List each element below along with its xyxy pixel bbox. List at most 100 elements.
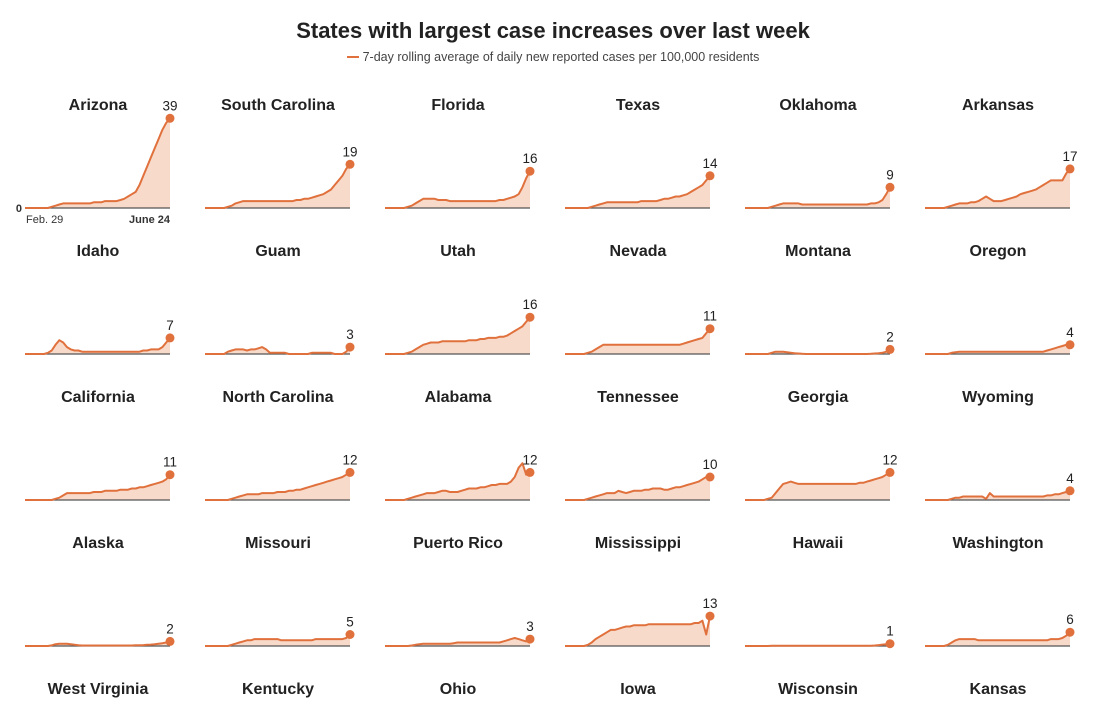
end-point-dot	[165, 333, 175, 343]
panel-title-georgia: Georgia	[787, 389, 849, 406]
panel-title-oregon: Oregon	[969, 243, 1027, 260]
rolling-average-line	[385, 637, 531, 647]
end-value-label: 12	[342, 452, 357, 467]
end-value-label: 11	[163, 455, 177, 470]
daily-cases-area	[385, 463, 530, 500]
panel-chart-arizona: 39 0 Feb. 29 June 24	[16, 98, 178, 226]
panel-chart-california: 11	[25, 455, 177, 501]
end-point-dot	[345, 630, 355, 639]
end-value-label: 7	[166, 318, 174, 333]
legend-label: 7-day rolling average of daily new repor…	[362, 50, 760, 64]
panel-title-wyoming: Wyoming	[962, 389, 1034, 406]
daily-cases-area	[745, 349, 890, 354]
panel-title-puerto-rico: Puerto Rico	[413, 535, 503, 552]
panel-title-tennessee: Tennessee	[597, 389, 679, 406]
daily-cases-area	[745, 472, 890, 500]
end-value-label: 14	[702, 156, 718, 171]
panel-title-oklahoma: Oklahoma	[779, 97, 857, 114]
end-value-label: 2	[166, 621, 174, 636]
panel-title-guam: Guam	[255, 243, 301, 260]
end-point-dot	[705, 611, 715, 621]
panel-chart-washington: 6	[925, 612, 1075, 647]
daily-cases-area	[25, 474, 170, 500]
x-end-label: June 24	[129, 214, 171, 226]
daily-cases-area	[385, 171, 530, 208]
rolling-average-line	[25, 474, 171, 501]
panel-title-north-carolina: North Carolina	[222, 389, 334, 406]
daily-cases-area	[565, 616, 710, 646]
rolling-average-line	[385, 170, 531, 209]
daily-cases-area	[205, 347, 350, 354]
panel-title-missouri: Missouri	[245, 535, 311, 552]
end-point-dot	[345, 467, 355, 477]
daily-cases-area	[565, 175, 710, 208]
panel-title-south-carolina: South Carolina	[221, 97, 335, 114]
end-value-label: 4	[1066, 325, 1074, 340]
end-value-label: 9	[886, 167, 894, 182]
daily-cases-area	[25, 118, 170, 208]
panel-title-texas: Texas	[615, 97, 661, 114]
end-point-dot	[1065, 164, 1075, 174]
rolling-average-line	[205, 633, 351, 647]
daily-cases-area	[745, 187, 890, 208]
panel-chart-missouri: 5	[205, 615, 355, 647]
y-zero-label: 0	[16, 203, 22, 215]
daily-cases-area	[565, 328, 710, 354]
x-start-label: Feb. 29	[26, 214, 63, 226]
panel-chart-alaska: 2	[25, 621, 175, 647]
end-point-dot	[885, 639, 895, 649]
panel-chart-texas: 14	[565, 156, 718, 209]
panel-chart-nevada: 11	[565, 309, 717, 355]
rolling-average-line	[745, 471, 891, 501]
end-point-dot	[705, 171, 715, 181]
rolling-average-line	[925, 631, 1071, 647]
rolling-average-line	[565, 476, 710, 501]
end-point-dot	[525, 634, 535, 644]
panel-chart-florida: 16	[385, 151, 538, 209]
legend-swatch	[346, 55, 359, 58]
end-value-label: 13	[702, 596, 717, 611]
end-value-label: 12	[882, 452, 897, 467]
panel-title-arizona: Arizona	[68, 97, 128, 114]
panel-title-arkansas: Arkansas	[961, 97, 1035, 114]
panel-title-nevada: Nevada	[609, 243, 667, 260]
daily-cases-area	[925, 168, 1070, 208]
panel-chart-alabama: 12	[385, 452, 538, 501]
panel-chart-hawaii: 1	[745, 624, 895, 649]
panel-chart-oregon: 4	[925, 325, 1075, 355]
panel-title-utah: Utah	[440, 243, 476, 260]
end-value-label: 5	[346, 615, 354, 630]
panel-title-hawaii: Hawaii	[792, 535, 844, 552]
panel-chart-guam: 3	[205, 327, 355, 355]
daily-cases-area	[565, 477, 710, 500]
rolling-average-line	[25, 640, 171, 647]
end-point-dot	[705, 472, 715, 482]
daily-cases-area	[925, 632, 1070, 646]
end-point-dot	[345, 159, 355, 169]
end-value-label: 4	[1066, 471, 1074, 486]
end-value-label: 17	[1062, 149, 1077, 164]
chart-title: States with largest case increases over …	[296, 18, 810, 43]
panel-chart-north-carolina: 12	[205, 452, 358, 501]
rolling-average-line	[385, 462, 531, 501]
end-point-dot	[885, 467, 895, 477]
rolling-average-line	[205, 163, 351, 209]
end-point-dot	[885, 182, 895, 192]
rolling-average-line	[25, 117, 171, 209]
end-value-label: 19	[342, 144, 357, 159]
panel-chart-wyoming: 4	[925, 471, 1075, 501]
daily-cases-area	[205, 634, 350, 646]
panel-title-ohio: Ohio	[439, 681, 477, 698]
panel-title-kansas: Kansas	[969, 681, 1027, 698]
rolling-average-line	[745, 186, 891, 209]
legend: 7-day rolling average of daily new repor…	[0, 50, 1106, 64]
end-value-label: 3	[346, 327, 354, 342]
panel-chart-puerto-rico: 3	[385, 619, 535, 647]
panel-title-washington: Washington	[952, 535, 1044, 552]
end-point-dot	[165, 470, 175, 480]
end-value-label: 39	[162, 98, 177, 113]
rolling-average-line	[925, 168, 1071, 209]
panel-title-montana: Montana	[785, 243, 851, 260]
panel-chart-utah: 16	[385, 297, 538, 355]
panel-chart-georgia: 12	[745, 452, 898, 501]
